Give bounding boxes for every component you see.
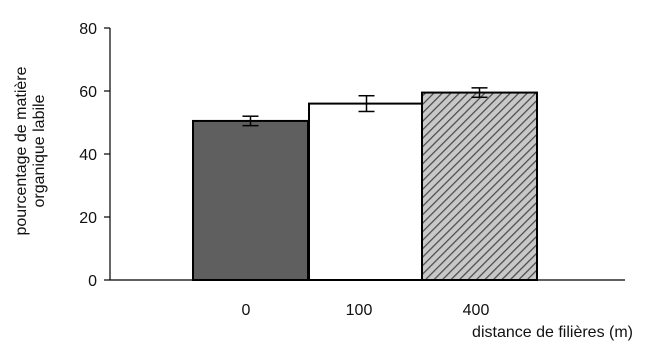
bar-0 xyxy=(192,119,309,281)
bar-100 xyxy=(308,102,425,281)
x-tick-label-400: 400 xyxy=(463,302,490,319)
y-tick-label: 60 xyxy=(79,84,97,101)
error-bar-0 xyxy=(242,115,259,127)
y-tick-label: 0 xyxy=(88,273,97,290)
x-axis-label: distance de filières (m) xyxy=(472,324,633,341)
y-ticks: 0 20 40 60 80 xyxy=(79,21,110,290)
error-bars xyxy=(242,87,488,127)
y-axis-label-line: organique labile xyxy=(31,94,48,207)
x-tick-label-0: 0 xyxy=(242,302,251,319)
error-bar-100 xyxy=(358,94,375,113)
y-axis-label: pourcentage de matièreorganique labile xyxy=(13,66,48,235)
x-tick-labels: 0 100 400 xyxy=(242,302,490,319)
bar-400 xyxy=(421,91,538,281)
y-axis-label-line: pourcentage de matière xyxy=(13,66,30,235)
y-tick-label: 20 xyxy=(79,210,97,227)
bars xyxy=(192,91,538,281)
error-bar-400 xyxy=(471,87,488,99)
y-tick-label: 40 xyxy=(79,147,97,164)
x-tick-label-100: 100 xyxy=(346,302,373,319)
y-tick-label: 80 xyxy=(79,21,97,38)
